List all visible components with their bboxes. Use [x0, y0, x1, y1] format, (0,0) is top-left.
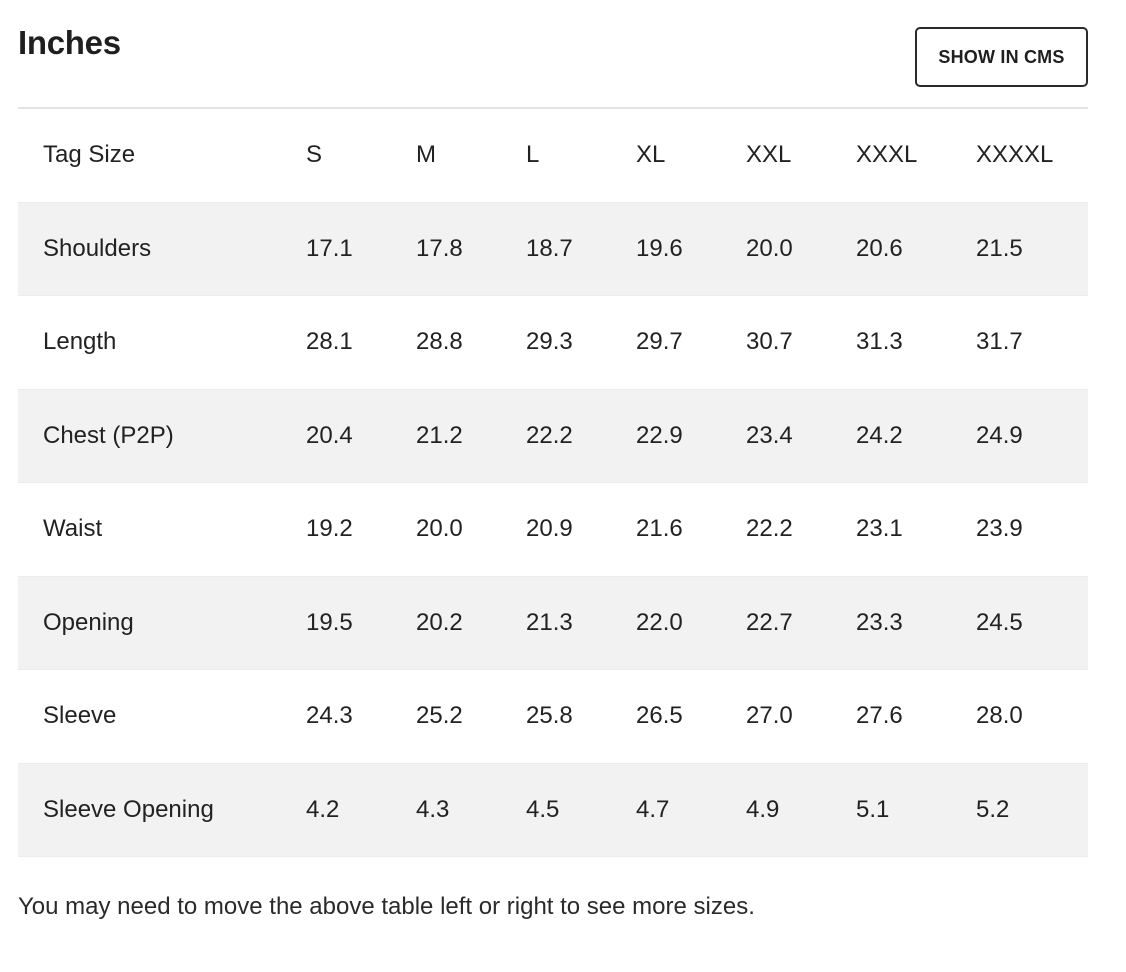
table-cell: 4.2 — [306, 762, 416, 857]
row-label: Length — [43, 328, 117, 356]
table-row: Opening 19.5 20.2 21.3 22.0 22.7 23.3 24… — [18, 575, 1088, 670]
table-cell: 22.2 — [526, 388, 636, 483]
table-cell: 27.6 — [856, 702, 903, 730]
size-table-body: Shoulders 17.1 17.8 18.7 19.6 20.0 20.6 … — [18, 201, 1088, 857]
table-cell: 18.7 — [526, 201, 636, 296]
table-cell: 21.5 — [976, 201, 1088, 296]
header-cell-size: XXXL — [856, 141, 918, 169]
table-cell: 4.5 — [526, 762, 636, 857]
table-cell: 20.2 — [416, 575, 526, 670]
table-cell: 4.3 — [416, 762, 526, 857]
row-label: Waist — [43, 515, 103, 543]
table-cell: 22.9 — [636, 388, 746, 483]
table-cell: 21.3 — [526, 575, 636, 670]
table-row: Chest (P2P) 20.4 21.2 22.2 22.9 23.4 24.… — [18, 388, 1088, 483]
row-label: Opening — [18, 575, 306, 670]
table-cell: 28.1 — [306, 328, 353, 356]
table-cell: 19.2 — [306, 515, 353, 543]
table-cell: 25.2 — [416, 702, 463, 730]
table-row: Length 28.1 28.8 29.3 29.7 30.7 31.3 31.… — [18, 296, 1088, 390]
table-cell: 20.9 — [526, 515, 573, 543]
table-cell: 23.1 — [856, 515, 903, 543]
table-cell: 22.7 — [746, 575, 856, 670]
row-label: Sleeve Opening — [18, 762, 306, 857]
table-cell: 21.6 — [636, 515, 683, 543]
table-cell: 25.8 — [526, 702, 573, 730]
table-cell: 30.7 — [746, 328, 793, 356]
page-title: Inches — [18, 24, 121, 61]
table-row: Waist 19.2 20.0 20.9 21.6 22.2 23.1 23.9 — [18, 483, 1088, 577]
header-cell-size: M — [416, 141, 436, 169]
table-cell: 20.6 — [856, 201, 976, 296]
row-label: Shoulders — [18, 201, 306, 296]
table-cell: 31.3 — [856, 328, 903, 356]
table-cell: 20.0 — [416, 515, 463, 543]
size-table-container[interactable]: Tag Size S M L XL XXL XXXL XXXXL Shoulde… — [18, 107, 1088, 857]
table-row: Sleeve 24.3 25.2 25.8 26.5 27.0 27.6 28.… — [18, 670, 1088, 764]
table-cell: 20.4 — [306, 388, 416, 483]
table-cell: 23.9 — [976, 515, 1023, 543]
size-table: Tag Size S M L XL XXL XXXL XXXXL Shoulde… — [18, 109, 1088, 857]
table-cell: 24.9 — [976, 388, 1088, 483]
table-cell: 24.3 — [306, 702, 353, 730]
table-cell: 29.3 — [526, 328, 573, 356]
table-cell: 4.9 — [746, 762, 856, 857]
table-cell: 21.2 — [416, 388, 526, 483]
size-table-header: Tag Size S M L XL XXL XXXL XXXXL — [18, 109, 1088, 202]
header-cell-size: XL — [636, 141, 666, 169]
table-cell: 24.5 — [976, 575, 1088, 670]
table-row: Sleeve Opening 4.2 4.3 4.5 4.7 4.9 5.1 5… — [18, 762, 1088, 857]
scroll-hint-text: You may need to move the above table lef… — [18, 893, 755, 920]
table-cell: 4.7 — [636, 762, 746, 857]
table-cell: 19.5 — [306, 575, 416, 670]
table-cell: 5.2 — [976, 762, 1088, 857]
table-cell: 31.7 — [976, 328, 1023, 356]
table-cell: 22.2 — [746, 515, 793, 543]
row-label: Sleeve — [43, 702, 117, 730]
table-cell: 17.1 — [306, 201, 416, 296]
table-cell: 24.2 — [856, 388, 976, 483]
table-cell: 20.0 — [746, 201, 856, 296]
table-cell: 28.8 — [416, 328, 463, 356]
table-cell: 23.3 — [856, 575, 976, 670]
row-label: Chest (P2P) — [18, 388, 306, 483]
table-cell: 5.1 — [856, 762, 976, 857]
show-in-cms-button[interactable]: SHOW IN CMS — [915, 27, 1088, 87]
table-cell: 17.8 — [416, 201, 526, 296]
header-row: Tag Size S M L XL XXL XXXL XXXXL — [18, 109, 1088, 202]
table-cell: 19.6 — [636, 201, 746, 296]
table-cell: 28.0 — [976, 702, 1023, 730]
header-cell-size: XXL — [746, 141, 792, 169]
table-row: Shoulders 17.1 17.8 18.7 19.6 20.0 20.6 … — [18, 201, 1088, 296]
table-cell: 22.0 — [636, 575, 746, 670]
table-cell: 26.5 — [636, 702, 683, 730]
table-cell: 27.0 — [746, 702, 793, 730]
header-cell-size: XXXXL — [976, 141, 1054, 169]
header-cell-size: L — [526, 141, 540, 169]
header-cell-tag-size: Tag Size — [43, 141, 136, 169]
table-cell: 29.7 — [636, 328, 683, 356]
header-cell-size: S — [306, 141, 323, 169]
table-cell: 23.4 — [746, 388, 856, 483]
